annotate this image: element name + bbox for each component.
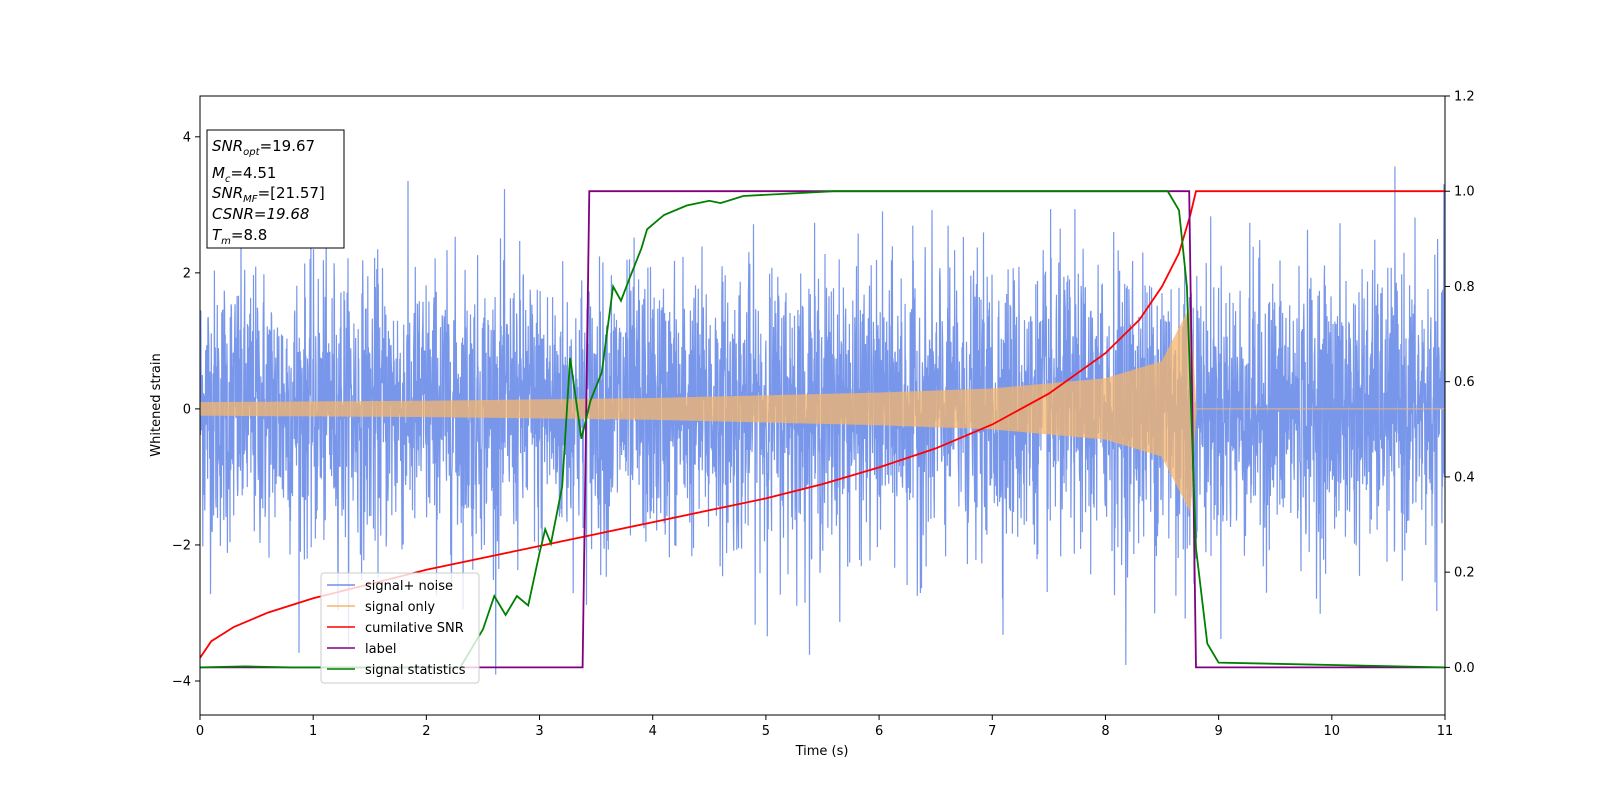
annotation-tm: Tm=8.8 — [212, 226, 267, 247]
x-tick-label: 6 — [875, 724, 883, 739]
legend-frame — [320, 572, 480, 684]
y-tick-label-left: −4 — [172, 674, 191, 689]
legend-label-label: label — [365, 642, 396, 657]
x-tick-label: 8 — [1101, 724, 1109, 739]
y-tick-label-right: 0.4 — [1454, 470, 1475, 485]
legend-label-signal-noise: signal+ noise — [365, 579, 453, 594]
y-tick-label-right: 0.2 — [1454, 566, 1475, 581]
x-tick-label: 9 — [1214, 724, 1222, 739]
plot-frame — [199, 95, 1446, 716]
x-tick-label: 10 — [1324, 724, 1341, 739]
x-axis: 0 1 2 3 4 5 6 7 8 9 10 11 — [196, 715, 1453, 739]
y-tick-label-right: 1.2 — [1454, 90, 1475, 105]
x-tick-label: 0 — [196, 724, 204, 739]
x-tick-label: 7 — [988, 724, 996, 739]
annotation-frame — [206, 129, 345, 249]
y-tick-label-right: 1.0 — [1454, 185, 1475, 200]
x-tick-label: 11 — [1437, 724, 1454, 739]
x-tick-label: 1 — [309, 724, 317, 739]
y-tick-label-right: 0.6 — [1454, 375, 1475, 390]
annotation-box: SNRopt=19.67 Mc=4.51 SNRMF=[21.57] CSNR=… — [206, 129, 345, 249]
legend-label-signal-only: signal only — [365, 600, 435, 615]
series-signal-only — [200, 307, 1445, 511]
annotation-csnr: CSNR=19.68 — [212, 205, 309, 223]
y-axis-left: −4 −2 0 2 4 — [172, 130, 200, 689]
x-tick-label: 3 — [535, 724, 543, 739]
y-axis-label-left: Whitened strain — [149, 353, 164, 456]
y-tick-label-left: 4 — [183, 130, 191, 145]
y-tick-label-right: 0.0 — [1454, 661, 1475, 676]
x-tick-label: 4 — [649, 724, 657, 739]
legend-label-signal-statistics: signal statistics — [365, 663, 466, 678]
x-tick-label: 5 — [762, 724, 770, 739]
annotation-snr-opt: SNRopt=19.67 — [212, 137, 315, 158]
y-tick-label-left: 0 — [183, 402, 191, 417]
y-tick-label-right: 0.8 — [1454, 280, 1475, 295]
series-signal-statistics — [200, 190, 1445, 669]
annotation-snr-mf: SNRMF=[21.57] — [212, 184, 325, 205]
legend: signal+ noise signal only cumilative SNR… — [320, 572, 480, 684]
x-tick-label: 2 — [422, 724, 430, 739]
annotation-mc: Mc=4.51 — [212, 164, 276, 185]
x-axis-label: Time (s) — [795, 744, 849, 759]
y-tick-label-left: −2 — [172, 538, 191, 553]
y-axis-right: 0.0 0.2 0.4 0.6 0.8 1.0 1.2 — [1445, 90, 1475, 676]
y-tick-label-left: 2 — [183, 266, 191, 281]
legend-label-cumulative-snr: cumilative SNR — [365, 621, 464, 636]
